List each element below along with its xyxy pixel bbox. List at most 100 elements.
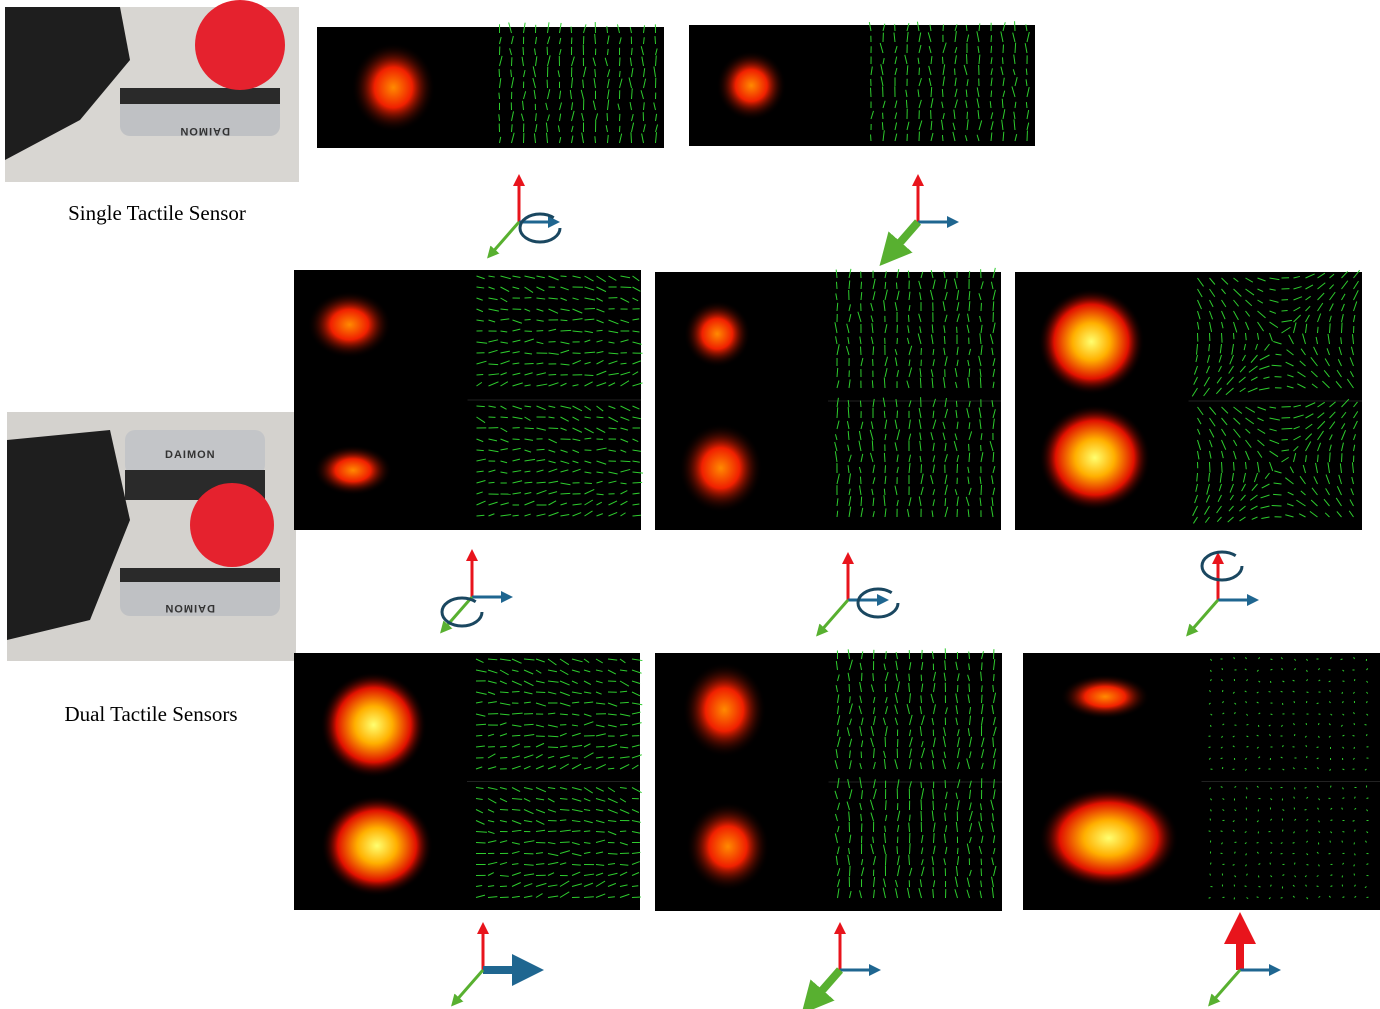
flow-arrow (1317, 703, 1319, 704)
axis-arrow (455, 970, 483, 1002)
flow-arrow (909, 674, 910, 681)
flow-arrow (1271, 669, 1273, 670)
flow-arrow (872, 380, 873, 388)
photo-logo: DAIMON (165, 449, 216, 461)
flow-arrow (631, 132, 632, 143)
flow-arrow (886, 800, 887, 810)
flow-arrow (1271, 659, 1273, 660)
flow-arrow (1222, 668, 1223, 670)
flow-arrow (608, 49, 609, 55)
flow-arrow (921, 464, 922, 473)
flow-arrow (1222, 462, 1223, 473)
flow-arrow (897, 846, 898, 854)
axis-arrow (812, 970, 840, 1002)
flow-arrow (982, 662, 983, 670)
flow-arrow (1354, 747, 1355, 749)
flow-arrow (1318, 455, 1319, 462)
flow-arrow (1354, 723, 1355, 725)
flow-arrow (1354, 865, 1355, 867)
flow-arrow (980, 377, 981, 388)
photo-logo: DAIMON (179, 125, 230, 137)
flow-arrow (1293, 843, 1295, 844)
rotation-arrow (858, 589, 898, 617)
flow-arrow (1247, 788, 1248, 790)
flow-arrow (982, 695, 983, 703)
flow-arrow (910, 815, 911, 821)
flow-arrow (499, 93, 500, 99)
flow-arrow (596, 746, 605, 747)
flow-arrow (620, 702, 629, 703)
contact-blob (320, 672, 426, 778)
photo-dual: DAIMON DAIMON (7, 412, 296, 661)
flow-arrow (1282, 310, 1288, 311)
flow-arrow (500, 692, 509, 693)
axis-arrow (491, 222, 519, 254)
flow-arrow (632, 48, 633, 55)
flow-arrow (886, 854, 887, 865)
flow-arrow (1341, 659, 1343, 660)
flow-arrow (969, 271, 970, 278)
flow-arrow (561, 330, 572, 331)
flow-arrow (1319, 736, 1320, 738)
flow-arrow (1270, 863, 1271, 865)
flow-arrow (1257, 843, 1259, 844)
flow-arrow (1331, 875, 1333, 876)
flow-arrow (920, 378, 921, 388)
flow-arrow (1294, 701, 1295, 703)
flow-arrow (512, 691, 519, 692)
flow-arrow (942, 89, 943, 97)
flow-arrow (933, 801, 934, 810)
flow-arrow (1343, 832, 1345, 833)
axis-icon (1212, 928, 1275, 1002)
flow-arrow (836, 282, 837, 289)
axis-icon (491, 180, 560, 254)
axis-arrow (890, 222, 918, 254)
contact-blob (351, 43, 435, 133)
flow-arrow (1331, 786, 1332, 788)
flow-arrow (1342, 841, 1343, 843)
flow-arrow (620, 71, 621, 77)
flow-arrow (873, 346, 874, 355)
flow-arrow (921, 695, 922, 703)
contact-blob (682, 662, 766, 757)
flow-arrow (1305, 768, 1307, 769)
contact-blob (308, 291, 392, 358)
flow-arrow (872, 440, 873, 451)
flow-arrow (1293, 680, 1295, 681)
flow-arrow (1273, 494, 1281, 495)
flow-arrow (908, 315, 909, 322)
tactile-panel (1023, 653, 1380, 910)
flow-arrow (1257, 897, 1259, 898)
tactile-panel (1015, 270, 1362, 530)
flow-arrow (906, 100, 907, 108)
flow-arrow (608, 854, 618, 855)
flow-arrow (501, 417, 508, 418)
flow-arrow (922, 650, 923, 659)
flow-arrow (1306, 745, 1307, 747)
flow-arrow (1330, 323, 1331, 333)
label-dual: Dual Tactile Sensors (64, 702, 237, 726)
flow-arrow (1367, 701, 1368, 703)
flow-arrow (885, 465, 886, 473)
flow-arrow (1317, 747, 1319, 748)
flow-arrow (489, 364, 499, 365)
flow-arrow (1209, 831, 1211, 832)
flow-arrow (1210, 874, 1211, 876)
tactile-panel (294, 653, 642, 910)
flow-arrow (477, 406, 485, 407)
flow-arrow (884, 453, 885, 462)
flow-arrow (560, 799, 567, 800)
flow-arrow (882, 122, 883, 130)
flow-arrow (537, 449, 545, 450)
flow-arrow (1367, 734, 1368, 736)
flow-arrow (896, 282, 897, 289)
flow-arrow (1234, 462, 1235, 471)
flow-arrow (1307, 756, 1308, 758)
flow-arrow (572, 865, 581, 866)
label-single: Single Tactile Sensor (68, 201, 246, 225)
flow-arrow (1353, 735, 1355, 736)
flow-arrow (620, 831, 626, 832)
rotation-arrow (1202, 552, 1242, 580)
axis-icon (1190, 552, 1253, 632)
flow-arrow (1247, 724, 1249, 725)
